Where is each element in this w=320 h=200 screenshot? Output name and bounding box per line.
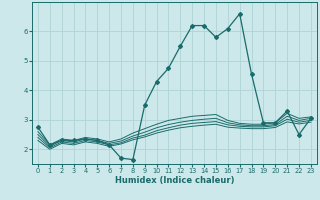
X-axis label: Humidex (Indice chaleur): Humidex (Indice chaleur) — [115, 176, 234, 185]
